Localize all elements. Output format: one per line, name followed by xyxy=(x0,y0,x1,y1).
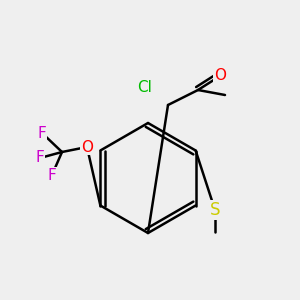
Text: F: F xyxy=(38,125,46,140)
Text: O: O xyxy=(214,68,226,83)
Text: S: S xyxy=(210,201,220,219)
Text: O: O xyxy=(81,140,93,154)
Text: F: F xyxy=(36,151,44,166)
Text: F: F xyxy=(48,167,56,182)
Text: Cl: Cl xyxy=(138,80,152,95)
